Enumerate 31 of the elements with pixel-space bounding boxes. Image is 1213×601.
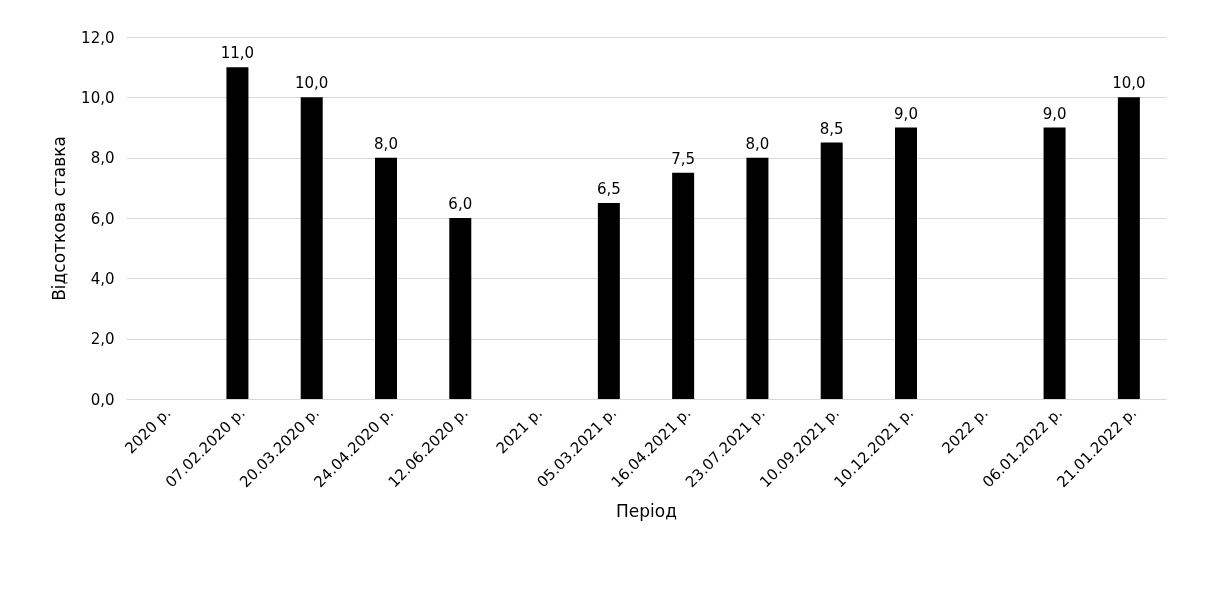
data-label: 10,0 [295,74,329,93]
y-tick-label: 10,0 [81,88,115,107]
bar [820,142,843,399]
y-axis-title: Відсоткова ставка [49,136,70,301]
data-label: 9,0 [894,104,918,123]
data-label: 6,5 [596,179,621,198]
y-tick-label: 0,0 [90,390,115,409]
y-tick-label: 8,0 [90,149,115,168]
data-label: 7,5 [671,149,696,168]
bar [300,97,323,399]
bar [672,172,695,399]
bar [375,157,397,399]
bar [597,202,620,399]
bar [1043,127,1066,399]
data-label: 6,0 [448,195,473,213]
bar [1117,97,1140,399]
bar [746,157,769,399]
data-label: 11,0 [220,44,255,63]
data-label: 8,5 [819,119,844,138]
y-tick-label: 6,0 [90,209,115,228]
data-label: 8,0 [745,134,770,153]
y-tick-label: 12,0 [81,28,115,47]
x-axis-title: Період [616,501,677,522]
bar [226,67,249,399]
bar [449,218,472,399]
data-label: 8,0 [374,134,398,153]
y-tick-label: 4,0 [90,269,115,288]
bar [895,127,917,399]
data-label: 10,0 [1112,74,1146,93]
y-tick-label: 2,0 [90,330,115,349]
data-label: 9,0 [1042,104,1067,123]
